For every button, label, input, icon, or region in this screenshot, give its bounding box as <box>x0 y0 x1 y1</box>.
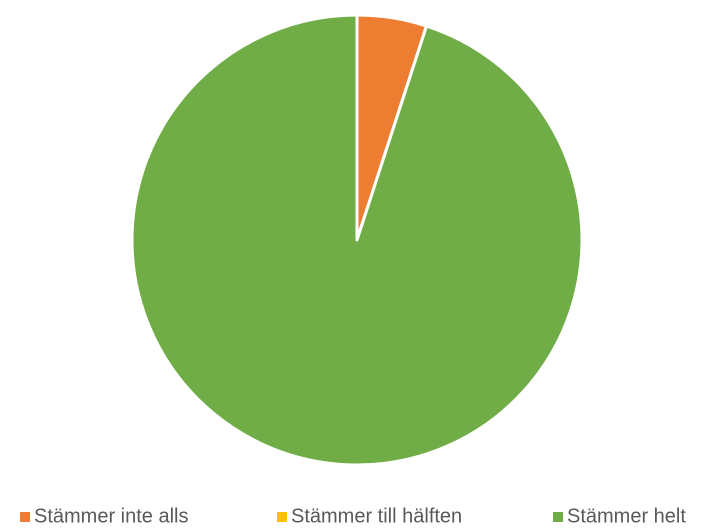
legend-swatch <box>553 512 563 522</box>
legend-label: Stämmer till hälften <box>291 505 462 527</box>
legend-swatch <box>20 512 30 522</box>
legend-label: Stämmer helt <box>567 505 686 527</box>
legend-label: Stämmer inte alls <box>34 505 189 527</box>
legend-swatch <box>277 512 287 522</box>
pie-slice <box>130 13 584 467</box>
